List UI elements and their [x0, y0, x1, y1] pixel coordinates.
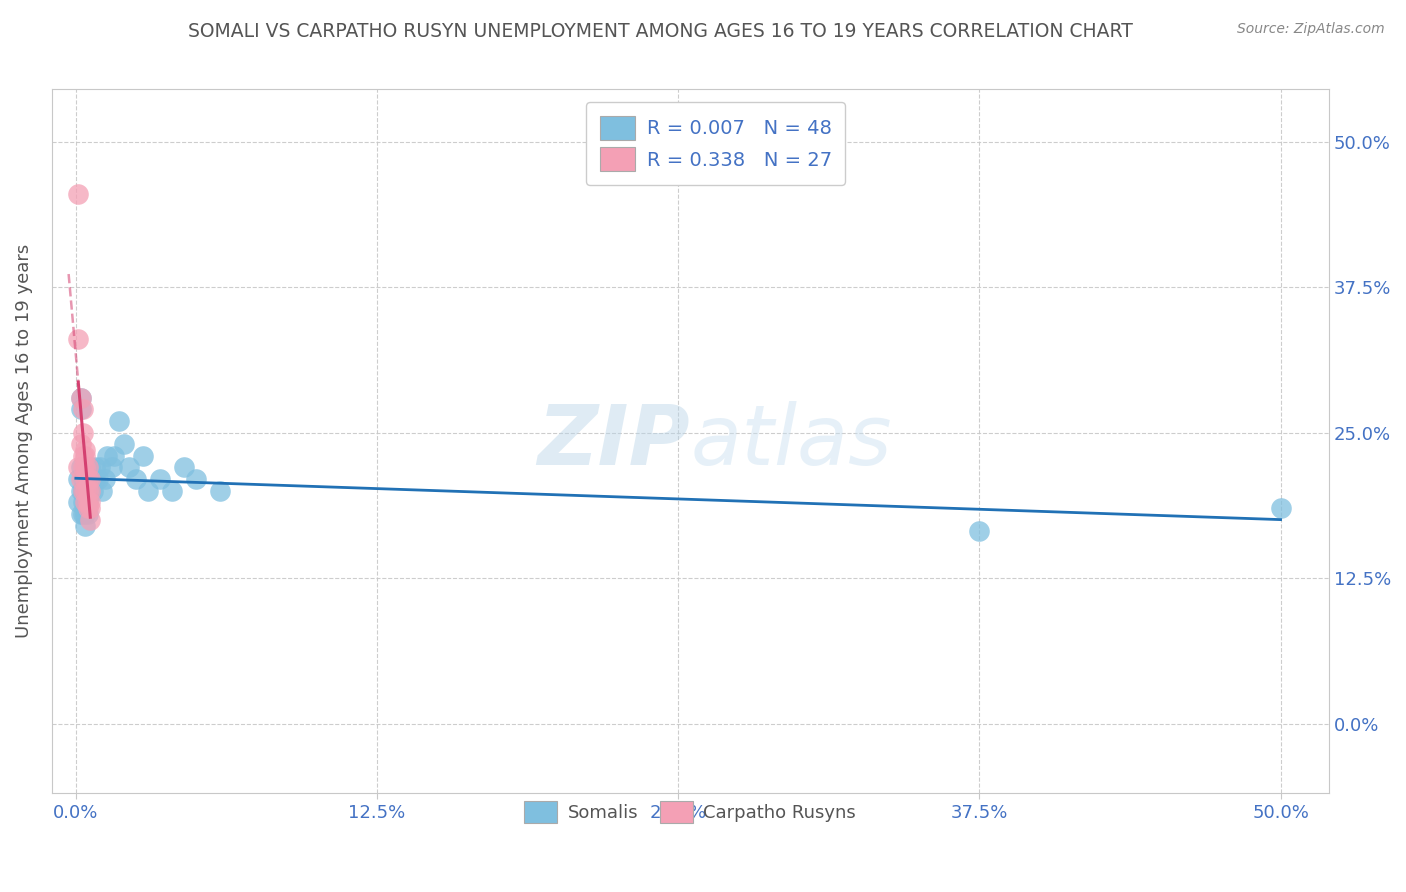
Point: [1270, 501, 1292, 516]
Point: [72, 425, 94, 440]
Point: [77, 507, 100, 521]
Point: [72, 460, 94, 475]
Text: atlas: atlas: [690, 401, 891, 482]
Point: [77, 501, 100, 516]
Point: [125, 472, 148, 486]
Point: [79, 483, 101, 498]
Point: [79, 472, 101, 486]
Point: [94, 472, 117, 486]
Point: [77, 495, 100, 509]
Point: [82, 472, 104, 486]
Point: [79, 483, 101, 498]
Point: [75, 495, 97, 509]
Point: [69, 402, 91, 417]
Point: [75, 483, 97, 498]
Point: [173, 460, 195, 475]
Point: [969, 524, 991, 539]
Point: [69, 507, 91, 521]
Point: [77, 495, 100, 509]
Point: [77, 460, 100, 475]
Point: [209, 483, 232, 498]
Point: [118, 460, 141, 475]
Point: [89, 460, 111, 475]
Point: [108, 414, 131, 428]
Point: [136, 483, 159, 498]
Point: [72, 402, 94, 417]
Point: [79, 460, 101, 475]
Point: [69, 460, 91, 475]
Y-axis label: Unemployment Among Ages 16 to 19 years: Unemployment Among Ages 16 to 19 years: [15, 244, 32, 639]
Point: [67, 186, 90, 201]
Point: [79, 495, 101, 509]
Point: [69, 391, 91, 405]
Point: [75, 449, 97, 463]
Point: [82, 483, 104, 498]
Point: [75, 495, 97, 509]
Text: #c5dff0: #c5dff0: [690, 441, 696, 442]
Point: [69, 437, 91, 451]
Point: [75, 507, 97, 521]
Point: [86, 472, 108, 486]
Legend: Somalis, Carpatho Rusyns: Somalis, Carpatho Rusyns: [513, 790, 868, 834]
Text: ZIP: ZIP: [537, 401, 690, 482]
Point: [72, 495, 94, 509]
Point: [72, 483, 94, 498]
Point: [77, 483, 100, 498]
Point: [67, 460, 90, 475]
Point: [72, 472, 94, 486]
Point: [149, 472, 172, 486]
Point: [75, 483, 97, 498]
Point: [67, 495, 90, 509]
Point: [69, 472, 91, 486]
Point: [67, 472, 90, 486]
Point: [75, 518, 97, 533]
Point: [132, 449, 155, 463]
Point: [72, 483, 94, 498]
Point: [84, 460, 107, 475]
Point: [75, 460, 97, 475]
Point: [84, 472, 107, 486]
Point: [69, 483, 91, 498]
Point: [79, 501, 101, 516]
Point: [75, 442, 97, 457]
Point: [72, 449, 94, 463]
Text: Source: ZipAtlas.com: Source: ZipAtlas.com: [1237, 22, 1385, 37]
Point: [79, 513, 101, 527]
Point: [67, 332, 90, 346]
Point: [77, 472, 100, 486]
Point: [186, 472, 208, 486]
Point: [160, 483, 183, 498]
Point: [79, 472, 101, 486]
Point: [77, 460, 100, 475]
Point: [72, 507, 94, 521]
Point: [69, 391, 91, 405]
Point: [112, 437, 135, 451]
Point: [91, 483, 114, 498]
Point: [75, 472, 97, 486]
Point: [72, 483, 94, 498]
Point: [101, 460, 124, 475]
Point: [103, 449, 125, 463]
Point: [96, 449, 118, 463]
Point: [77, 472, 100, 486]
Point: [77, 483, 100, 498]
Text: SOMALI VS CARPATHO RUSYN UNEMPLOYMENT AMONG AGES 16 TO 19 YEARS CORRELATION CHAR: SOMALI VS CARPATHO RUSYN UNEMPLOYMENT AM…: [188, 22, 1133, 41]
